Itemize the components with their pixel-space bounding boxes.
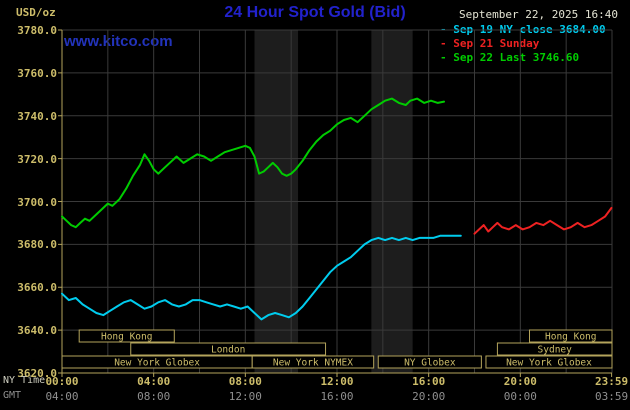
session-label: Hong Kong — [545, 332, 596, 343]
series-line-sep22 — [61, 97, 445, 229]
y-tick-label: 3780.0 — [17, 24, 57, 37]
chart-title: 24 Hour Spot Gold (Bid) — [224, 4, 406, 21]
x-tick-label-gmt: 00:00 — [503, 390, 537, 403]
price-units-label: USD/oz — [16, 6, 56, 19]
session-label: New York Globex — [114, 358, 200, 369]
series-line-sep19 — [61, 234, 462, 321]
session-label: NY Globex — [404, 358, 456, 369]
y-tick-label: 3660.0 — [17, 281, 57, 295]
x-tick-label-gmt: 16:00 — [320, 390, 354, 403]
x-tick-label-gmt: 04:00 — [45, 390, 79, 403]
session-box — [485, 355, 613, 369]
session-box — [78, 329, 175, 343]
x-tick-label-gmt: 03:59 — [595, 390, 629, 403]
x-tick-label-ny: 00:00 — [45, 375, 79, 388]
series-line-sep21 — [473, 206, 613, 235]
legend-dash-icon: - — [440, 37, 454, 50]
y-tick-label: 3680.0 — [17, 238, 57, 252]
x-tick-label-ny: 04:00 — [137, 375, 171, 388]
x-tick-label-ny: 16:00 — [412, 375, 446, 388]
session-label: London — [211, 345, 245, 356]
y-tick-label: 3700.0 — [17, 195, 57, 209]
kitco-watermark-link[interactable]: www.kitco.com — [64, 33, 173, 50]
y-tick-label: 3760.0 — [17, 66, 57, 80]
session-box — [130, 342, 327, 356]
legend-item: - Sep 22 Last 3746.60 — [440, 51, 618, 65]
x-tick-label-ny: 20:00 — [503, 375, 537, 388]
x-tick-label-gmt: 12:00 — [228, 390, 262, 403]
ny-time-axis-label: NY Time — [3, 375, 46, 386]
session-label: New York Globex — [506, 358, 592, 369]
legend-dash-icon: - — [440, 51, 454, 64]
session-box — [251, 355, 375, 369]
y-tick-label: 3740.0 — [17, 109, 57, 123]
x-tick-label-ny: 08:00 — [228, 375, 262, 388]
x-tick-label-ny: 23:59 — [595, 375, 629, 388]
gmt-axis-label: GMT — [3, 390, 22, 401]
session-label: Sydney — [538, 345, 573, 356]
x-tick-label-gmt: 08:00 — [137, 390, 171, 403]
y-tick-label: 3720.0 — [17, 152, 57, 166]
datetime-label: September 22, 2025 16:40 — [459, 8, 618, 21]
x-tick-label-ny: 12:00 — [320, 375, 354, 388]
session-label: New York NYMEX — [273, 358, 353, 369]
legend-item-label: Sep 22 Last 3746.60 — [453, 51, 580, 64]
session-box — [496, 342, 613, 356]
session-box — [377, 355, 482, 369]
y-tick-label: 3620.0 — [17, 367, 57, 380]
session-label: Hong Kong — [101, 332, 152, 343]
session-box — [529, 329, 613, 343]
y-tick-label: 3640.0 — [17, 324, 57, 338]
x-tick-label-gmt: 20:00 — [412, 390, 446, 403]
